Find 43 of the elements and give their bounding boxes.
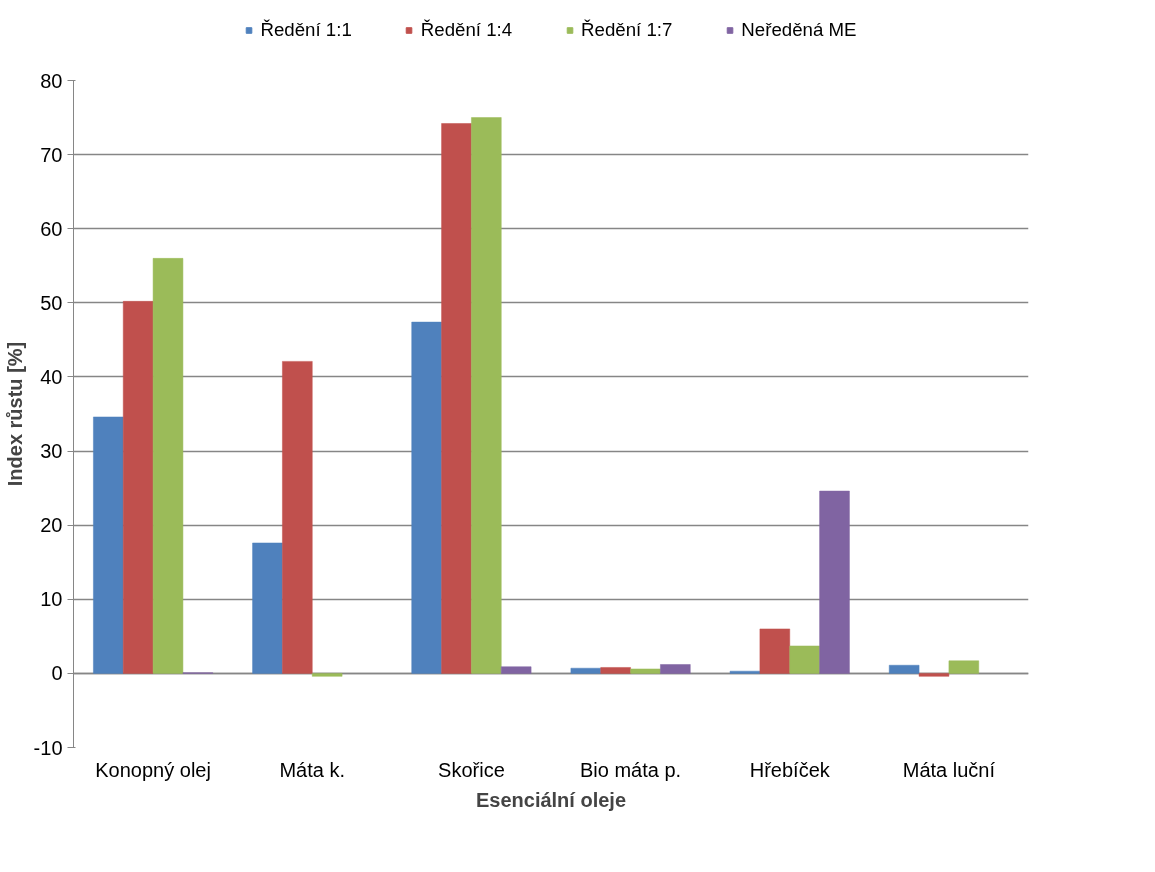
- bar: [570, 667, 601, 674]
- bar: [501, 666, 532, 674]
- bar: [471, 117, 502, 674]
- x-tick-label: Konopný olej: [95, 758, 211, 781]
- x-tick-label: Skořice: [438, 758, 505, 781]
- bar: [152, 258, 184, 674]
- x-tick-label: Bio máta p.: [580, 758, 682, 781]
- x-tick-label: Máta k.: [279, 758, 346, 781]
- bar: [888, 664, 920, 674]
- bar: [441, 123, 472, 674]
- bar: [312, 673, 343, 677]
- legend-label: Ředění 1:7: [581, 19, 673, 41]
- bar: [630, 668, 661, 674]
- y-tick-label: 60: [40, 217, 63, 240]
- y-axis-title: Index růstu [%]: [3, 341, 26, 487]
- x-axis-title: Esenciální oleje: [475, 788, 627, 811]
- y-tick-label: 80: [40, 69, 63, 92]
- bar: [282, 361, 313, 674]
- y-tick-label: 10: [40, 588, 63, 611]
- legend-label: Neředěná ME: [741, 19, 857, 41]
- bar: [729, 670, 761, 674]
- bar: [411, 321, 442, 674]
- x-tick-label: Máta luční: [902, 758, 996, 781]
- y-tick-label: 20: [40, 514, 63, 537]
- bar: [660, 664, 691, 674]
- x-tick-label: Hřebíček: [749, 758, 831, 781]
- bar: [948, 660, 980, 674]
- y-tick-label: 40: [40, 365, 63, 388]
- y-tick-label: 30: [40, 440, 63, 463]
- bar: [918, 673, 950, 677]
- y-tick-label: -10: [33, 736, 63, 759]
- bar: [759, 628, 790, 674]
- y-tick-label: 70: [40, 143, 63, 166]
- legend-label: Ředění 1:1: [260, 19, 352, 41]
- bar: [789, 645, 820, 674]
- y-tick-label: 50: [40, 291, 63, 314]
- legend-label: Ředění 1:4: [420, 19, 513, 41]
- bar: [600, 667, 631, 674]
- bar: [122, 301, 154, 674]
- bar: [819, 490, 850, 674]
- y-tick-label: 0: [51, 662, 63, 685]
- bar: [252, 542, 283, 674]
- bar: [93, 416, 124, 674]
